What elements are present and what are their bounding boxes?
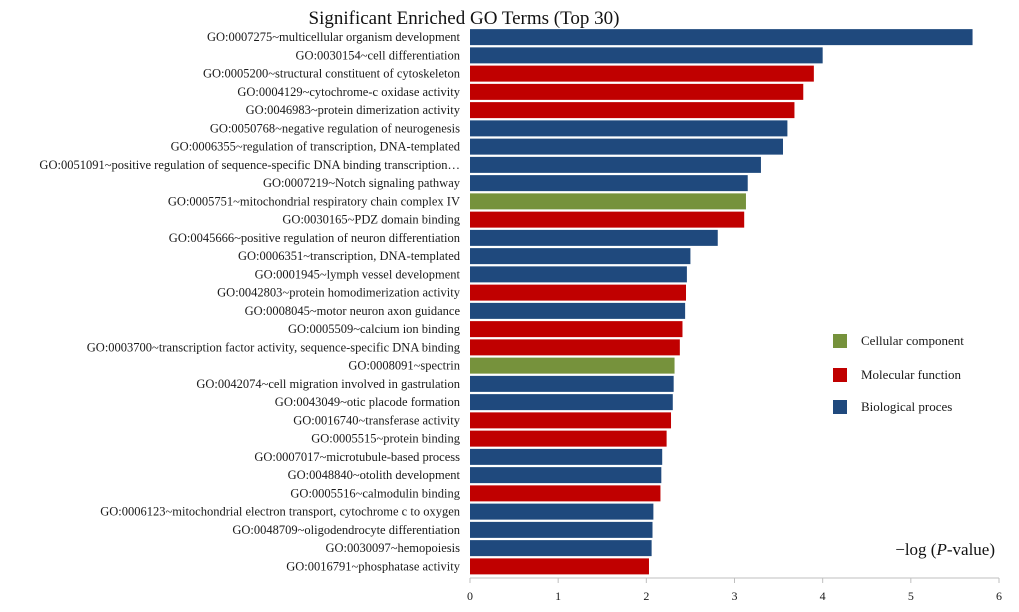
x-axis-title-suffix: -value): [947, 540, 995, 559]
category-label-16: GO:0008045~motor neuron axon guidance: [245, 304, 461, 318]
bar-24: [470, 448, 663, 465]
bar-11: [470, 211, 745, 228]
category-label-19: GO:0008091~spectrin: [348, 359, 460, 373]
chart-title: Significant Enriched GO Terms (Top 30): [309, 8, 620, 29]
category-label-30: GO:0016791~phosphatase activity: [286, 559, 460, 573]
category-label-1: GO:0007275~multicellular organism develo…: [207, 30, 461, 44]
category-label-6: GO:0050768~negative regulation of neurog…: [210, 121, 460, 135]
x-axis-title: −log (P-value): [895, 540, 995, 559]
bar-17: [470, 321, 683, 338]
bar-30: [470, 558, 649, 575]
x-tick-label-6: 6: [996, 589, 1002, 603]
category-label-12: GO:0045666~positive regulation of neuron…: [169, 231, 461, 245]
bar-29: [470, 540, 652, 557]
bar-25: [470, 467, 662, 484]
bars-layer: [470, 29, 973, 575]
legend-swatch-3: [833, 400, 847, 414]
category-label-28: GO:0048709~oligodendrocyte differentiati…: [232, 523, 460, 537]
bar-20: [470, 375, 674, 392]
x-tick-label-5: 5: [908, 589, 914, 603]
x-tick-label-2: 2: [643, 589, 649, 603]
x-tick-label-4: 4: [820, 589, 826, 603]
category-label-2: GO:0030154~cell differentiation: [296, 48, 461, 62]
legend-swatch-1: [833, 334, 847, 348]
x-axis-title-prefix: −log (: [895, 540, 937, 559]
bar-8: [470, 156, 761, 173]
category-label-24: GO:0007017~microtubule-based process: [254, 450, 460, 464]
category-label-21: GO:0043049~otic placode formation: [275, 395, 461, 409]
bar-2: [470, 47, 823, 64]
category-label-29: GO:0030097~hemopoiesis: [325, 541, 460, 555]
bar-21: [470, 394, 673, 411]
bar-22: [470, 412, 672, 429]
legend-label-3: Biological proces: [861, 399, 952, 414]
category-label-8: GO:0051091~positive regulation of sequen…: [39, 158, 460, 172]
category-label-13: GO:0006351~transcription, DNA-templated: [238, 249, 461, 263]
bar-3: [470, 65, 814, 82]
bar-10: [470, 193, 746, 210]
legend: Cellular component Molecular function Biol…: [833, 333, 964, 414]
x-tick-label-3: 3: [732, 589, 738, 603]
category-label-5: GO:0046983~protein dimerization activity: [246, 103, 461, 117]
legend-label-1: Cellular component: [861, 333, 964, 348]
x-tick-layer: 0 1 2 3 4 5 6: [467, 578, 1002, 603]
bar-7: [470, 138, 783, 155]
legend-swatch-2: [833, 368, 847, 382]
x-tick-label-0: 0: [467, 589, 473, 603]
category-label-26: GO:0005516~calmodulin binding: [290, 486, 460, 500]
category-label-17: GO:0005509~calcium ion binding: [288, 322, 461, 336]
category-label-22: GO:0016740~transferase activity: [293, 413, 461, 427]
category-label-18: GO:0003700~transcription factor activity…: [87, 340, 461, 354]
category-label-14: GO:0001945~lymph vessel development: [255, 267, 461, 281]
x-axis-title-italic: P: [935, 540, 946, 559]
bar-12: [470, 229, 718, 246]
bar-14: [470, 266, 687, 283]
category-labels-layer: GO:0007275~multicellular organism develo…: [39, 30, 460, 573]
bar-6: [470, 120, 788, 137]
legend-label-2: Molecular function: [861, 367, 961, 382]
bar-18: [470, 339, 680, 356]
bar-23: [470, 430, 667, 447]
category-label-20: GO:0042074~cell migration involved in ga…: [196, 377, 460, 391]
category-label-11: GO:0030165~PDZ domain binding: [282, 213, 460, 227]
bar-27: [470, 503, 654, 520]
category-label-15: GO:0042803~protein homodimerization acti…: [217, 286, 461, 300]
bar-28: [470, 521, 653, 538]
bar-15: [470, 284, 687, 301]
category-label-9: GO:0007219~Notch signaling pathway: [263, 176, 461, 190]
category-label-25: GO:0048840~otolith development: [288, 468, 461, 482]
bar-26: [470, 485, 661, 502]
bar-1: [470, 29, 973, 46]
category-label-7: GO:0006355~regulation of transcription, …: [171, 140, 461, 154]
bar-5: [470, 102, 795, 119]
category-label-4: GO:0004129~cytochrome-c oxidase activity: [237, 85, 460, 99]
x-tick-label-1: 1: [555, 589, 561, 603]
bar-4: [470, 83, 804, 100]
category-label-10: GO:0005751~mitochondrial respiratory cha…: [168, 194, 460, 208]
bar-13: [470, 248, 691, 265]
bar-19: [470, 357, 675, 374]
category-label-27: GO:0006123~mitochondrial electron transp…: [100, 505, 461, 519]
category-label-23: GO:0005515~protein binding: [311, 432, 461, 446]
bar-9: [470, 175, 748, 192]
category-label-3: GO:0005200~structural constituent of cyt…: [203, 67, 461, 81]
bar-16: [470, 302, 686, 319]
